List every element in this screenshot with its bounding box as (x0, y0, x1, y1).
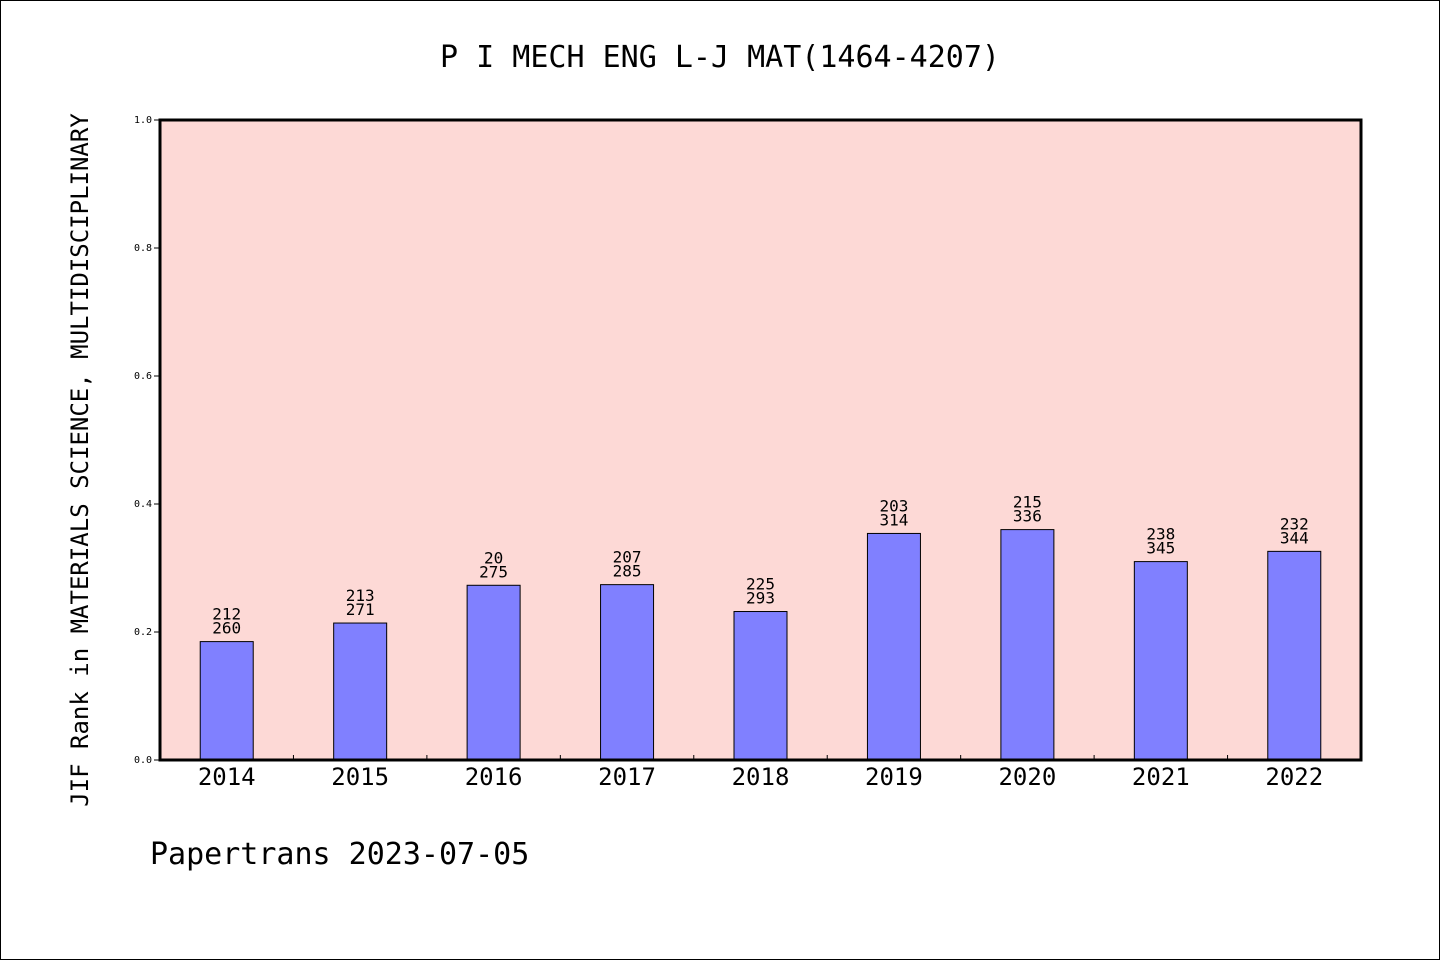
total-label: 336 (1013, 507, 1042, 526)
plot-border (158, 118, 1363, 762)
bar-2020 (1000, 529, 1055, 761)
x-tick-label: 2014 (198, 763, 256, 791)
bar-2019 (866, 532, 921, 761)
bar-2014 (199, 641, 254, 761)
x-tick-label: 2021 (1132, 763, 1190, 791)
rank-label: 213 (346, 586, 375, 605)
x-tick-label: 2015 (331, 763, 389, 791)
y-tick-label: 0.8 (134, 243, 152, 254)
total-label: 314 (879, 510, 908, 529)
bar-2022 (1267, 550, 1322, 761)
total-label: 271 (346, 600, 375, 619)
bar-2018 (733, 611, 788, 761)
total-label: 260 (212, 619, 241, 638)
bar-2017 (600, 584, 655, 761)
total-label: 293 (746, 589, 775, 608)
y-tick-label: 0.6 (134, 371, 152, 382)
rank-label: 203 (879, 496, 908, 515)
x-tick-label: 2022 (1265, 763, 1323, 791)
chart-title: P I MECH ENG L-J MAT(1464-4207) (440, 40, 1000, 75)
y-axis-label: JIF Rank in MATERIALS SCIENCE, MULTIDISC… (66, 113, 94, 807)
y-tick-label: 0.2 (134, 627, 152, 638)
y-tick-label: 0.4 (134, 499, 152, 510)
rank-label: 225 (746, 575, 775, 594)
rank-label: 238 (1146, 525, 1175, 544)
bar-2016 (466, 584, 521, 761)
rank-label: 215 (1013, 493, 1042, 512)
total-label: 285 (613, 562, 642, 581)
total-label: 344 (1280, 528, 1309, 547)
bar-2015 (333, 622, 388, 761)
y-tick-label: 0.0 (134, 755, 152, 766)
y-tick-label: 1.0 (134, 115, 152, 126)
footer-text: Papertrans 2023-07-05 (150, 837, 529, 872)
rank-label: 20 (484, 548, 503, 567)
x-tick-label: 2020 (998, 763, 1056, 791)
rank-label: 207 (613, 548, 642, 567)
total-label: 345 (1146, 539, 1175, 558)
x-tick-label: 2016 (465, 763, 523, 791)
x-tick-label: 2018 (732, 763, 790, 791)
bar-2021 (1133, 561, 1188, 761)
x-tick-label: 2019 (865, 763, 923, 791)
total-label: 275 (479, 562, 508, 581)
rank-label: 212 (212, 605, 241, 624)
x-tick-label: 2017 (598, 763, 656, 791)
rank-label: 232 (1280, 514, 1309, 533)
